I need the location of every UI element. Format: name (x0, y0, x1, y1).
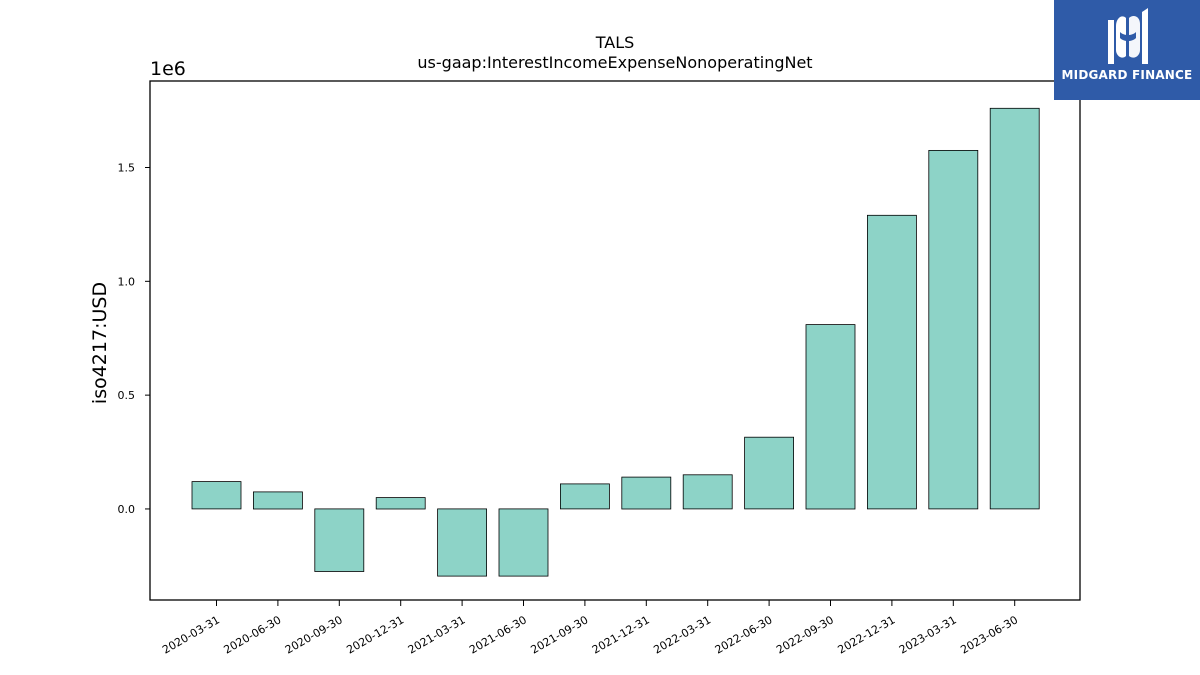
x-tick-label: 2020-12-31 (344, 613, 406, 656)
bar-2022-03-31 (682, 474, 733, 510)
x-tick-label: 2021-03-31 (406, 613, 468, 656)
x-tick-label: 2020-03-31 (160, 613, 222, 656)
midgard-logo-icon (1108, 8, 1148, 64)
x-tick-label: 2022-09-30 (774, 613, 836, 656)
y-tick-label: 0.0 (118, 503, 136, 516)
x-tick-label: 2023-03-31 (897, 613, 959, 656)
y-ticks-group: 0.0 0.5 1.0 1.5 (118, 162, 150, 516)
y-tick-label: 0.5 (118, 389, 136, 402)
logo-text: MIDGARD FINANCE (1061, 68, 1193, 82)
plot-frame (149, 80, 1081, 601)
bar-2020-06-30 (252, 491, 303, 510)
x-tick-label: 2021-09-30 (529, 613, 591, 656)
x-tick-label: 2020-06-30 (222, 613, 284, 656)
y-axis-offset-label: 1e6 (150, 58, 186, 80)
bar-2020-12-31 (375, 497, 426, 510)
bar-2023-03-31 (928, 149, 979, 510)
chart-subtitle: us-gaap:InterestIncomeExpenseNonoperatin… (417, 53, 812, 72)
bar-2022-12-31 (867, 214, 917, 510)
y-tick-label: 1.0 (118, 275, 136, 288)
bar-2021-09-30 (560, 483, 610, 510)
x-tick-label: 2022-03-31 (651, 613, 713, 656)
x-tick-label: 2021-06-30 (467, 613, 529, 656)
bars-group (191, 107, 1040, 577)
x-tick-label: 2021-12-31 (590, 613, 652, 656)
bar-2023-06-30 (989, 107, 1040, 510)
bar-2021-06-30 (498, 508, 549, 577)
x-tick-label: 2022-06-30 (713, 613, 775, 656)
bar-2022-09-30 (805, 324, 856, 510)
y-tick-label: 1.5 (118, 162, 136, 175)
x-tick-label: 2020-09-30 (283, 613, 345, 656)
x-ticks-group: 2020-03-31 2020-06-30 2020-09-30 2020-12-31… (160, 600, 1020, 657)
x-tick-label: 2022-12-31 (836, 613, 898, 656)
bar-2020-09-30 (314, 508, 365, 572)
midgard-finance-logo: MIDGARD FINANCE (1054, 0, 1200, 100)
bar-2021-03-31 (437, 508, 488, 577)
bar-2020-03-31 (191, 481, 242, 510)
x-tick-label: 2023-06-30 (958, 613, 1020, 656)
bar-2021-12-31 (621, 476, 672, 510)
y-axis-label: iso4217:USD (89, 282, 111, 404)
chart-title: TALS (595, 33, 635, 52)
bar-2022-06-30 (744, 436, 794, 510)
